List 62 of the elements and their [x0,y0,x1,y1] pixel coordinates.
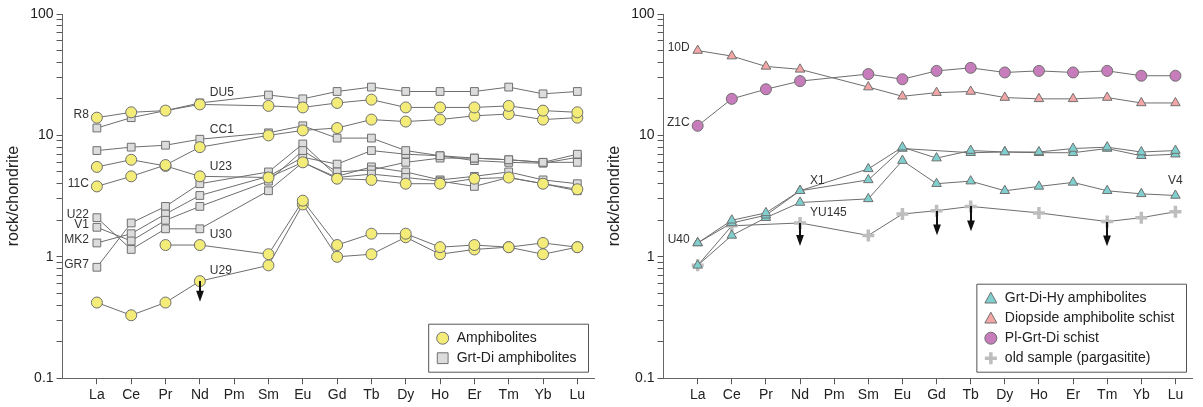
x-tick-label: La [89,386,105,403]
legend-label: old sample (pargasitite) [1004,349,1151,366]
annotation: Z1C [667,115,691,130]
x-tick-label: Ce [722,386,741,403]
annotation: 11C [67,175,90,190]
annotation: MK2 [64,232,90,247]
x-tick-label: Dy [397,386,415,403]
x-tick-label: Ho [431,386,450,403]
legend-label: Grt-Di amphibolites [456,349,577,366]
annotation: V4 [1168,172,1184,187]
legend-label: Amphibolites [456,329,537,346]
x-tick-label: Yb [1132,386,1151,403]
x-tick-label: Pm [223,386,245,403]
x-tick-label: Tb [962,386,980,403]
x-tick-label: Dy [996,386,1014,403]
annotation: U23 [209,158,233,173]
annotation: CC1 [209,121,235,136]
y-tick-label: 10 [37,126,54,143]
x-tick-label: Nd [190,386,209,403]
x-tick-label: Lu [1167,386,1184,403]
x-tick-label: Tm [1097,386,1118,403]
annotation: U30 [209,227,233,242]
y-tick-label: 0.1 [34,369,54,386]
x-tick-label: Ce [122,386,141,403]
y-tick-label: 100 [30,4,54,21]
x-tick-label: Tm [498,386,519,403]
annotation: U29 [209,263,233,278]
y-tick-label: 100 [631,4,655,21]
x-tick-label: Sm [257,386,279,403]
x-tick-label: Sm [857,386,879,403]
legend-label: Diopside amphibolite schist [1004,309,1175,326]
x-tick-label: Lu [569,386,586,403]
x-tick-label: Tb [363,386,380,403]
y-tick-label: 1 [45,247,54,264]
annotation: U22 [66,207,90,221]
annotation: YU145 [810,205,848,220]
x-tick-label: Eu [893,386,911,403]
legend-label: Grt-Di-Hy amphibolites [1004,289,1147,306]
x-tick-label: Nd [791,386,810,403]
annotation: 10D [667,39,691,54]
x-tick-label: Er [1066,386,1081,403]
x-tick-label: Pm [823,386,845,403]
y-tick-label: 0.1 [635,369,655,386]
x-tick-label: Pr [758,386,774,403]
x-tick-label: Er [467,386,482,403]
x-tick-label: Gd [327,386,347,403]
y-tick-label: 1 [646,247,655,264]
annotation: DU5 [209,85,235,100]
annotation: GR7 [64,256,90,271]
x-tick-label: Yb [534,386,552,403]
x-tick-label: Eu [294,386,312,403]
annotation: X1 [810,173,826,188]
x-tick-label: Pr [158,386,173,403]
annotation: U40 [667,232,691,247]
annotation: R8 [73,106,90,121]
x-tick-label: Gd [927,386,946,403]
legend-label: Pl-Grt-Di schist [1004,329,1100,346]
y-axis-title: rock/chondrite [4,145,22,247]
x-tick-label: La [689,386,706,403]
y-tick-label: 10 [638,126,655,143]
x-tick-label: Ho [1029,386,1049,403]
y-axis-title: rock/chondrite [605,145,623,247]
